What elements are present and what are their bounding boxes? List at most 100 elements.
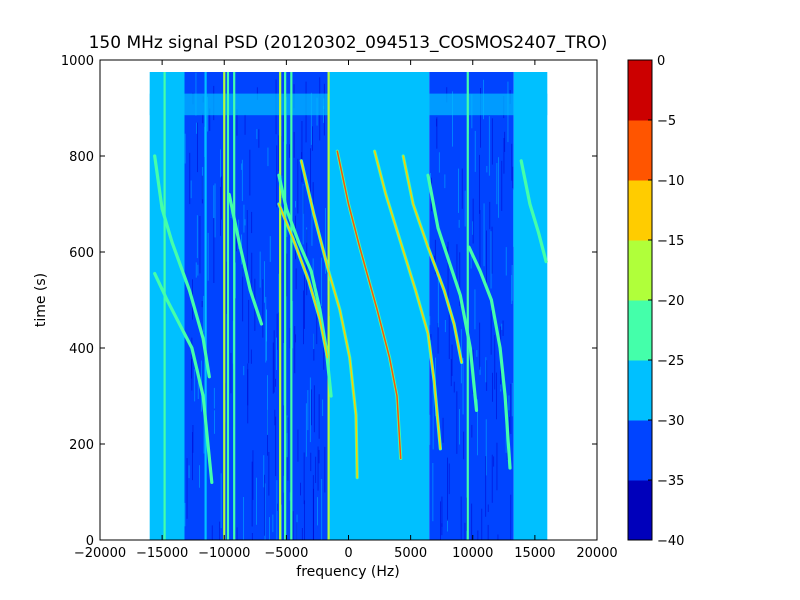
x-axis-label: frequency (Hz): [296, 564, 399, 580]
noise-streak: [300, 482, 301, 496]
signal-track: [153, 155, 211, 378]
noise-streak: [451, 344, 453, 376]
noise-streak: [263, 455, 265, 488]
background-band: [429, 72, 514, 540]
colorbar-tick-label: −20: [657, 294, 684, 309]
y-tick-label: 600: [69, 246, 94, 261]
noise-streak: [511, 143, 513, 181]
noise-streak: [490, 310, 492, 355]
noise-streak: [485, 419, 487, 476]
noise-streak: [304, 500, 305, 540]
noise-streak: [489, 201, 491, 230]
noise-streak: [480, 88, 481, 148]
noise-streak: [277, 503, 278, 511]
noise-streak: [267, 375, 268, 435]
noise-streak: [186, 458, 188, 519]
noise-streak: [221, 176, 222, 220]
noise-streak: [479, 322, 481, 370]
colorbar-segment: [628, 240, 652, 301]
horizontal-band: [149, 93, 548, 116]
noise-streak: [483, 203, 485, 267]
plot-frame: [99, 59, 598, 541]
noise-streak: [313, 385, 315, 433]
x-tick-label: −20000: [74, 546, 126, 561]
noise-streak: [246, 210, 248, 273]
noise-streak: [272, 514, 274, 533]
noise-streak: [297, 158, 299, 214]
noise-streak: [256, 129, 258, 140]
noise-streak: [474, 289, 476, 330]
noise-streak: [486, 230, 487, 290]
noise-streak: [267, 147, 269, 167]
background-band: [513, 72, 548, 540]
noise-streak: [450, 359, 452, 387]
noise-streak: [303, 185, 305, 214]
noise-streak: [294, 326, 296, 374]
noise-streak: [321, 257, 322, 307]
noise-streak: [199, 465, 200, 488]
noise-streak: [466, 497, 467, 531]
noise-streak: [199, 216, 201, 274]
noise-streak: [207, 232, 209, 281]
noise-streak: [281, 504, 282, 540]
colorbar-segment: [628, 180, 652, 241]
noise-streak: [497, 534, 499, 540]
noise-streak: [318, 394, 320, 439]
noise-streak: [488, 116, 490, 176]
colorbar-segment: [628, 360, 652, 421]
noise-streak: [269, 236, 271, 262]
noise-streak: [486, 360, 488, 391]
noise-streak: [492, 372, 493, 402]
colorbar-tick-label: −40: [657, 534, 684, 549]
noise-streak: [310, 148, 311, 205]
noise-streak: [464, 190, 466, 227]
noise-streak: [202, 113, 204, 124]
noise-streak: [272, 342, 274, 394]
noise-streak: [188, 465, 190, 479]
noise-streak: [303, 290, 304, 345]
noise-streak: [274, 409, 276, 426]
colorbar-tick-label: −10: [657, 174, 684, 189]
noise-streak: [248, 299, 250, 364]
noise-streak: [441, 496, 443, 527]
noise-streak: [312, 258, 314, 279]
noise-streak: [203, 295, 205, 333]
x-tick-label: 0: [344, 546, 352, 561]
noise-streak: [287, 417, 289, 481]
noise-streak: [462, 358, 464, 415]
noise-streak: [273, 330, 275, 393]
noise-streak: [448, 308, 450, 359]
noise-streak: [496, 442, 498, 491]
colorbar-tick-label: 0: [657, 54, 665, 69]
noise-streak: [197, 368, 199, 399]
noise-streak: [307, 390, 309, 431]
noise-streak: [321, 479, 323, 540]
noise-streak: [251, 252, 253, 291]
noise-streak: [310, 452, 312, 472]
noise-streak: [504, 131, 506, 152]
signal-track: [427, 174, 478, 412]
noise-streak: [275, 416, 277, 477]
noise-streak: [269, 517, 270, 540]
noise-streak: [324, 446, 326, 493]
noise-streak: [436, 117, 438, 149]
noise-streak: [220, 473, 222, 529]
noise-streak: [236, 109, 238, 136]
noise-streak: [301, 121, 303, 183]
noise-streak: [305, 403, 307, 457]
noise-streak: [268, 452, 270, 496]
noise-streak: [250, 349, 252, 364]
noise-streak: [236, 233, 237, 252]
noise-streak: [292, 511, 294, 540]
noise-streak: [459, 409, 460, 445]
noise-streak: [509, 416, 510, 456]
noise-streak: [293, 131, 295, 158]
noise-streak: [429, 316, 431, 326]
noise-streak: [209, 108, 211, 131]
noise-streak: [476, 350, 478, 357]
noise-streak: [501, 323, 503, 330]
noise-streak: [275, 378, 276, 387]
colorbar-segment: [628, 300, 652, 361]
noise-streak: [244, 114, 246, 135]
noise-streak: [243, 497, 244, 540]
